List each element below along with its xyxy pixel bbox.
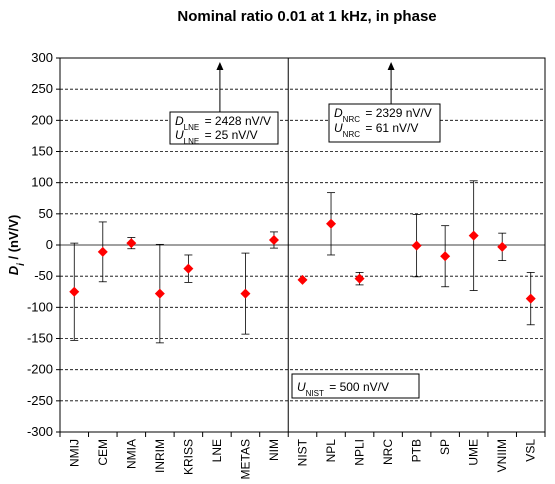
annotation-text: ULNE = 25 nV/V <box>175 128 258 146</box>
data-point <box>268 235 279 246</box>
y-tick-label: 200 <box>31 112 53 127</box>
nist-annotation-box <box>291 373 420 399</box>
x-tick-label: LNE <box>210 439 224 462</box>
y-tick-label: 50 <box>39 206 53 221</box>
x-tick-label: NMIA <box>124 439 138 469</box>
x-tick-label: PTB <box>410 439 424 462</box>
y-tick-label: 150 <box>31 144 53 159</box>
y-tick-label: -250 <box>27 393 53 408</box>
data-point <box>240 288 251 299</box>
x-tick-label: NRC <box>381 439 395 465</box>
data-point <box>97 246 108 257</box>
data-point <box>326 218 337 229</box>
data-point <box>468 230 479 241</box>
x-tick-label: VSL <box>524 439 538 462</box>
x-tick-label: CEM <box>96 439 110 466</box>
x-tick-labels: NMIJ CEM NMIA INRIM KRISS LNE METAS NIM NIST NPL N… <box>67 438 537 479</box>
data-point <box>183 263 194 274</box>
chart-title: Nominal ratio 0.01 at 1 kHz, in phase <box>177 8 436 25</box>
lne-annotation-box <box>169 111 279 145</box>
data-point <box>297 274 308 285</box>
y-tick-label: -300 <box>27 424 53 439</box>
data-point <box>69 286 80 297</box>
annotation-text: DNRC = 2329 nV/V <box>334 106 432 124</box>
y-tick-label: 0 <box>46 237 53 252</box>
plot-frame <box>59 57 546 433</box>
y-tick-label: -100 <box>27 299 53 314</box>
x-tick-label: VNIIM <box>495 439 509 472</box>
data-point <box>497 241 508 252</box>
y-tick-label: 100 <box>31 175 53 190</box>
y-tick-label: -150 <box>27 331 53 346</box>
annotation-text: DLNE = 2428 nV/V <box>175 114 271 132</box>
x-tick-label: SP <box>438 439 452 455</box>
x-tick-label: NIM <box>267 439 281 461</box>
data-point <box>154 288 165 299</box>
data-point <box>525 293 536 304</box>
y-tick-labels: 300 250 200 150 100 50 0 -50 -100 -150 -200 -250 -30… <box>27 50 53 439</box>
data-point <box>411 240 422 251</box>
y-tick-label: -200 <box>27 362 53 377</box>
x-tick-label: METAS <box>238 439 252 479</box>
x-tick-label: KRISS <box>181 439 195 475</box>
nrc-annotation-box <box>328 103 441 143</box>
x-tick-label: NPL <box>324 439 338 463</box>
series <box>69 180 536 344</box>
grid <box>60 57 545 402</box>
y-tick-label: 250 <box>31 81 53 96</box>
data-point <box>440 251 451 262</box>
y-axis-label: Di / (nV/V) <box>6 215 27 276</box>
offscale-arrow-head <box>216 62 224 70</box>
x-tick-label: UME <box>467 439 481 466</box>
offscale-arrow-head <box>387 62 395 70</box>
axes: Di / (nV/V) <box>6 57 546 437</box>
y-tick-label: -50 <box>34 268 53 283</box>
annotation-text: UNRC = 61 nV/V <box>334 121 418 139</box>
x-tick-label: INRIM <box>153 439 167 473</box>
data-point <box>354 273 365 284</box>
x-tick-label: NMIJ <box>67 439 81 467</box>
data-point <box>126 238 137 249</box>
x-tick-label: NPLI <box>353 439 367 466</box>
x-tick-label: NIST <box>296 438 310 466</box>
annotation-text: UNIST = 500 nV/V <box>297 380 389 398</box>
y-tick-label: 300 <box>31 50 53 65</box>
